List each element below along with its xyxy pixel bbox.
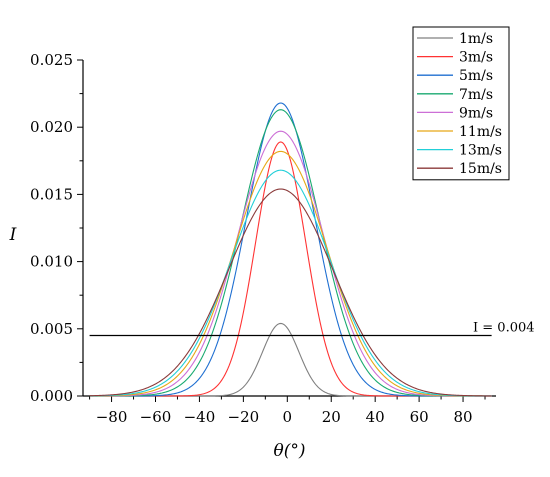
series-line-11m/s — [89, 150, 492, 397]
x-tick-label: −20 — [228, 408, 260, 426]
series-line-7m/s — [89, 109, 492, 397]
reference-line-label: I = 0.004 — [473, 321, 535, 336]
x-tick-label: 0 — [283, 408, 293, 426]
y-tick-label: 0.015 — [30, 185, 73, 203]
series-line-13m/s — [89, 169, 492, 397]
legend-label: 3m/s — [459, 50, 493, 66]
legend-label: 1m/s — [459, 31, 493, 47]
x-tick-label: −40 — [184, 408, 216, 426]
x-tick-label: −60 — [140, 408, 172, 426]
series-curves — [89, 102, 492, 397]
series-line-15m/s — [89, 188, 492, 397]
y-axis-title: I — [9, 225, 17, 245]
y-tick-label: 0.025 — [30, 51, 73, 69]
series-line-9m/s — [89, 130, 492, 397]
legend-label: 7m/s — [459, 87, 493, 103]
y-tick-label: 0.010 — [30, 253, 73, 271]
legend-label: 13m/s — [459, 143, 502, 159]
legend-label: 9m/s — [459, 105, 493, 121]
x-axis-title: θ(°) — [274, 441, 306, 461]
series-line-1m/s — [89, 322, 492, 397]
x-tick-label: 20 — [322, 408, 341, 426]
y-tick-label: 0.000 — [30, 387, 73, 405]
x-tick-label: 80 — [454, 408, 473, 426]
legend-label: 11m/s — [459, 124, 502, 140]
legend: 1m/s 3m/s 5m/s 7m/s 9m/s 11m/s 13m/s 15m/s — [412, 26, 510, 181]
reference-line-group: I = 0.004 — [89, 321, 535, 337]
legend-box — [412, 26, 510, 181]
legend-label: 5m/s — [459, 68, 493, 84]
x-tick-label: 60 — [410, 408, 429, 426]
legend-label: 15m/s — [459, 161, 502, 177]
x-tick-label: 40 — [366, 408, 385, 426]
x-tick-label: −80 — [96, 408, 128, 426]
y-tick-label: 0.005 — [30, 320, 73, 338]
axes: −80 −60 −40 −20 0 20 40 60 80 0.000 0.005 0.010 0.01… — [9, 51, 496, 461]
y-tick-label: 0.020 — [30, 118, 73, 136]
